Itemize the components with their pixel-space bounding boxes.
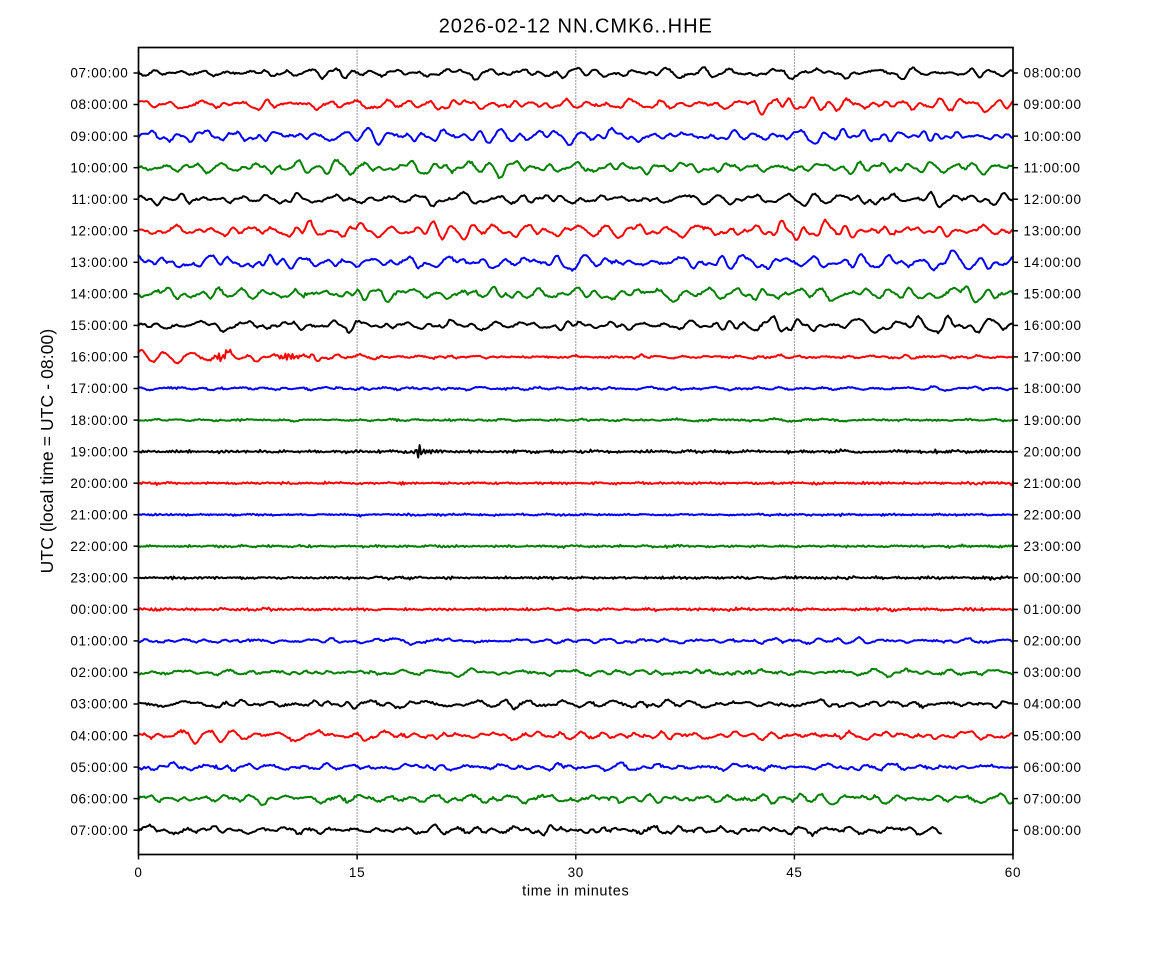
- svg-text:2026-02-12 NN.CMK6..HHE: 2026-02-12 NN.CMK6..HHE: [439, 16, 713, 38]
- svg-text:10:00:00: 10:00:00: [70, 160, 128, 175]
- svg-text:08:00:00: 08:00:00: [1024, 823, 1082, 838]
- svg-text:04:00:00: 04:00:00: [1024, 697, 1082, 712]
- svg-text:08:00:00: 08:00:00: [1024, 66, 1082, 81]
- svg-text:18:00:00: 18:00:00: [1024, 381, 1082, 396]
- svg-text:07:00:00: 07:00:00: [70, 823, 128, 838]
- svg-text:20:00:00: 20:00:00: [1024, 444, 1082, 459]
- svg-text:16:00:00: 16:00:00: [1024, 318, 1082, 333]
- svg-text:09:00:00: 09:00:00: [1024, 97, 1082, 112]
- svg-text:21:00:00: 21:00:00: [1024, 476, 1082, 491]
- svg-text:UTC (local time = UTC - 08:00): UTC (local time = UTC - 08:00): [37, 329, 57, 574]
- svg-text:00:00:00: 00:00:00: [1024, 571, 1082, 586]
- svg-text:03:00:00: 03:00:00: [1024, 665, 1082, 680]
- svg-text:45: 45: [786, 865, 802, 880]
- svg-text:02:00:00: 02:00:00: [1024, 634, 1082, 649]
- svg-text:01:00:00: 01:00:00: [1024, 602, 1082, 617]
- svg-text:17:00:00: 17:00:00: [1024, 350, 1082, 365]
- svg-text:20:00:00: 20:00:00: [70, 476, 128, 491]
- svg-text:05:00:00: 05:00:00: [1024, 728, 1082, 743]
- svg-text:04:00:00: 04:00:00: [70, 728, 128, 743]
- svg-text:14:00:00: 14:00:00: [70, 287, 128, 302]
- svg-text:23:00:00: 23:00:00: [1024, 539, 1082, 554]
- svg-text:00:00:00: 00:00:00: [70, 602, 128, 617]
- svg-text:06:00:00: 06:00:00: [1024, 760, 1082, 775]
- svg-text:08:00:00: 08:00:00: [70, 97, 128, 112]
- svg-text:07:00:00: 07:00:00: [70, 66, 128, 81]
- svg-text:02:00:00: 02:00:00: [70, 665, 128, 680]
- svg-text:19:00:00: 19:00:00: [1024, 413, 1082, 428]
- svg-text:0: 0: [134, 865, 142, 880]
- svg-text:16:00:00: 16:00:00: [70, 350, 128, 365]
- svg-text:time in minutes: time in minutes: [522, 883, 629, 899]
- svg-text:13:00:00: 13:00:00: [1024, 223, 1082, 238]
- svg-text:01:00:00: 01:00:00: [70, 634, 128, 649]
- svg-text:30: 30: [568, 865, 584, 880]
- svg-text:11:00:00: 11:00:00: [1024, 160, 1081, 175]
- svg-text:12:00:00: 12:00:00: [70, 223, 128, 238]
- svg-text:03:00:00: 03:00:00: [70, 697, 128, 712]
- svg-text:15: 15: [349, 865, 365, 880]
- svg-text:17:00:00: 17:00:00: [70, 381, 128, 396]
- svg-text:13:00:00: 13:00:00: [70, 255, 128, 270]
- svg-text:18:00:00: 18:00:00: [70, 413, 128, 428]
- svg-text:05:00:00: 05:00:00: [70, 760, 128, 775]
- svg-text:10:00:00: 10:00:00: [1024, 129, 1082, 144]
- svg-text:11:00:00: 11:00:00: [71, 192, 128, 207]
- svg-text:22:00:00: 22:00:00: [70, 539, 128, 554]
- svg-text:09:00:00: 09:00:00: [70, 129, 128, 144]
- svg-text:23:00:00: 23:00:00: [70, 571, 128, 586]
- svg-text:12:00:00: 12:00:00: [1024, 192, 1082, 207]
- svg-text:06:00:00: 06:00:00: [70, 791, 128, 806]
- svg-text:14:00:00: 14:00:00: [1024, 255, 1082, 270]
- svg-text:15:00:00: 15:00:00: [1024, 287, 1082, 302]
- svg-text:07:00:00: 07:00:00: [1024, 791, 1082, 806]
- svg-text:21:00:00: 21:00:00: [70, 507, 128, 522]
- svg-text:22:00:00: 22:00:00: [1024, 507, 1082, 522]
- svg-text:19:00:00: 19:00:00: [70, 444, 128, 459]
- svg-text:60: 60: [1005, 865, 1021, 880]
- svg-text:15:00:00: 15:00:00: [70, 318, 128, 333]
